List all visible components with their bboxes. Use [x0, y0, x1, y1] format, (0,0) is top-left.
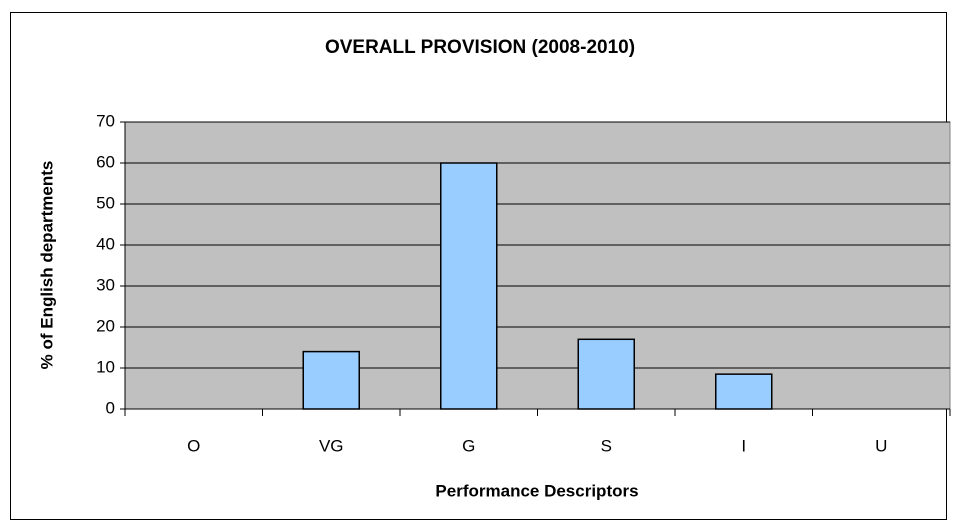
y-tick-label: 60 — [96, 152, 115, 171]
x-tick-label: VG — [319, 436, 344, 455]
x-tick-label: I — [741, 436, 746, 455]
y-tick-label: 20 — [96, 316, 115, 335]
x-tick-label: G — [462, 436, 475, 455]
x-tick-label: U — [875, 436, 887, 455]
x-tick-label: O — [187, 436, 200, 455]
y-tick-label: 70 — [96, 111, 115, 130]
plot-area — [124, 121, 951, 410]
chart-title: OVERALL PROVISION (2008-2010) — [325, 37, 635, 58]
bar — [715, 373, 773, 410]
bar — [302, 350, 360, 410]
y-tick-label: 30 — [96, 275, 115, 294]
y-tick-label: 40 — [96, 234, 115, 253]
x-axis-title: Performance Descriptors — [435, 481, 638, 500]
y-tick-label: 50 — [96, 193, 115, 212]
y-tick-label: 10 — [96, 357, 115, 376]
y-axis-title: % of English departments — [37, 161, 56, 370]
x-tick-label: S — [601, 436, 612, 455]
bar — [577, 338, 635, 410]
y-tick-label: 0 — [106, 398, 115, 417]
bar — [440, 162, 498, 410]
